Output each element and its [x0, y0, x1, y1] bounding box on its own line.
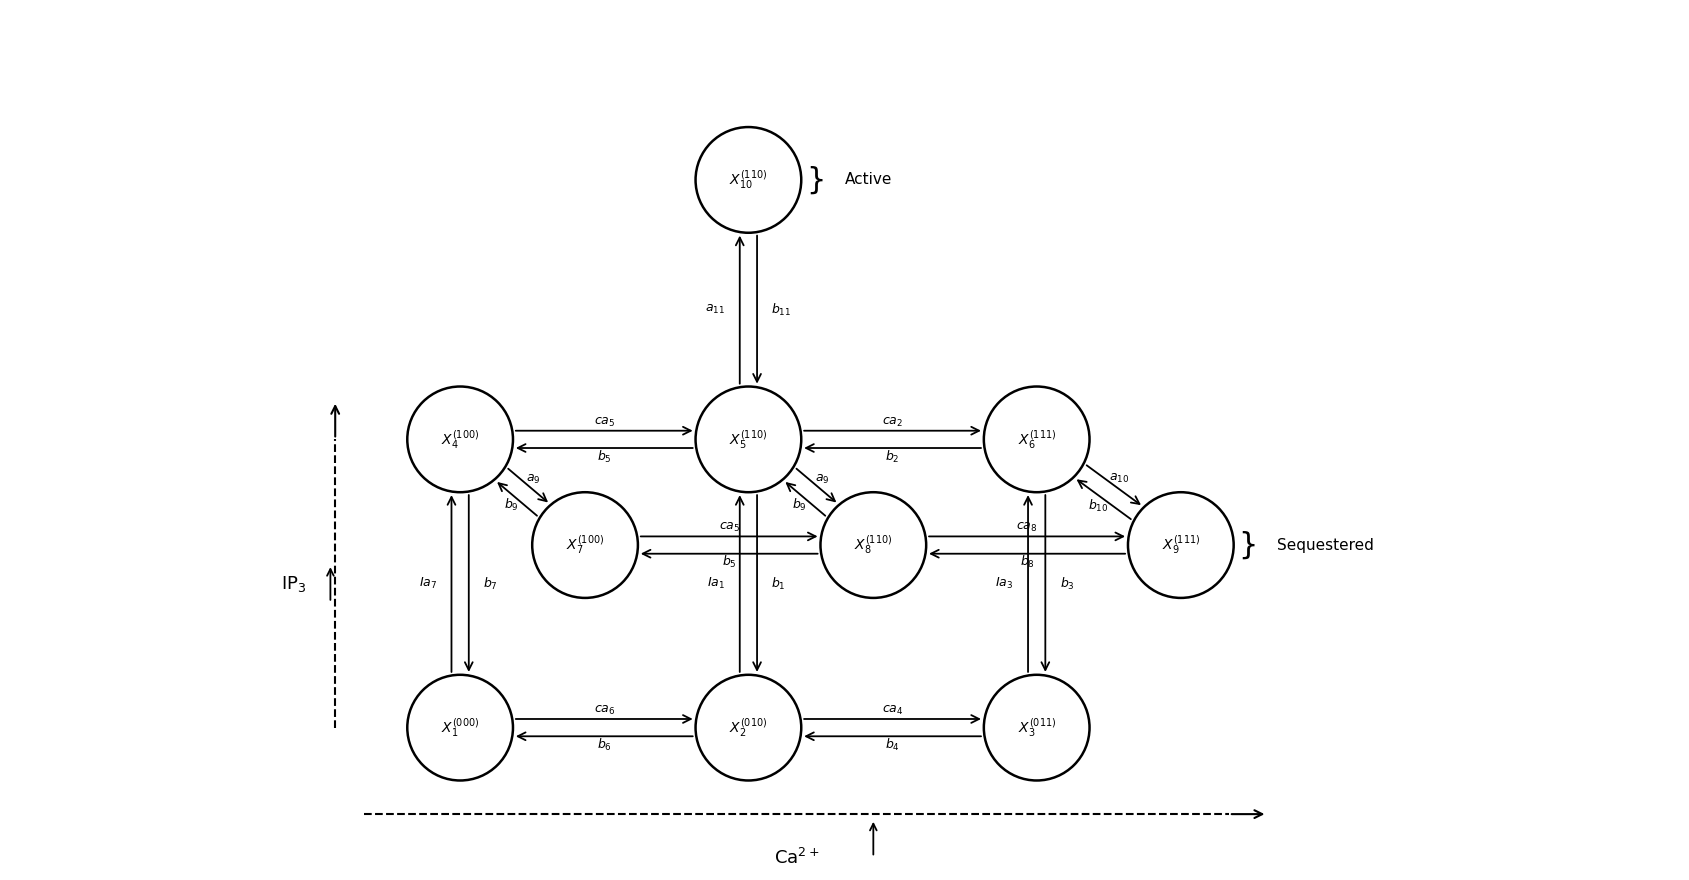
Circle shape	[407, 675, 513, 781]
Text: Sequestered: Sequestered	[1277, 538, 1373, 553]
Text: $b_5$: $b_5$	[596, 449, 611, 465]
Text: $a_{11}$: $a_{11}$	[706, 303, 725, 316]
Text: $b_{10}$: $b_{10}$	[1088, 498, 1108, 514]
Text: $X_1^{(000)}$: $X_1^{(000)}$	[441, 716, 480, 739]
Text: $b_6$: $b_6$	[596, 737, 611, 753]
Text: $X_2^{(010)}$: $X_2^{(010)}$	[730, 716, 767, 739]
Text: Active: Active	[844, 172, 892, 187]
Text: $b_3$: $b_3$	[1059, 576, 1074, 591]
Text: $b_{11}$: $b_{11}$	[772, 302, 792, 318]
Circle shape	[1128, 492, 1233, 598]
Text: $b_9$: $b_9$	[792, 497, 807, 513]
Circle shape	[983, 386, 1089, 492]
Circle shape	[983, 675, 1089, 781]
Circle shape	[696, 675, 801, 781]
Text: $X_6^{(111)}$: $X_6^{(111)}$	[1017, 429, 1056, 451]
Circle shape	[532, 492, 638, 598]
Text: $ca_2$: $ca_2$	[882, 415, 904, 429]
Text: $X_8^{(110)}$: $X_8^{(110)}$	[855, 534, 892, 556]
Text: $ca_4$: $ca_4$	[882, 704, 904, 717]
Text: IP$_3$: IP$_3$	[280, 574, 306, 593]
Text: $\}$: $\}$	[1238, 529, 1257, 561]
Circle shape	[407, 386, 513, 492]
Text: $b_4$: $b_4$	[885, 737, 900, 753]
Text: $X_4^{(100)}$: $X_4^{(100)}$	[441, 429, 480, 451]
Text: $b_8$: $b_8$	[1020, 554, 1035, 570]
Text: $Ia_7$: $Ia_7$	[419, 576, 437, 591]
Text: $\}$: $\}$	[806, 164, 824, 195]
Text: $b_2$: $b_2$	[885, 449, 900, 465]
Text: $ca_8$: $ca_8$	[1017, 521, 1037, 534]
Text: $a_9$: $a_9$	[814, 473, 829, 486]
Text: $X_3^{(011)}$: $X_3^{(011)}$	[1017, 716, 1056, 739]
Text: $b_7$: $b_7$	[483, 576, 498, 591]
Text: $a_{10}$: $a_{10}$	[1110, 472, 1130, 485]
Text: $Ia_3$: $Ia_3$	[995, 576, 1013, 591]
Circle shape	[696, 386, 801, 492]
Circle shape	[696, 127, 801, 233]
Text: $b_1$: $b_1$	[772, 576, 785, 591]
Text: $ca_5$: $ca_5$	[593, 415, 615, 429]
Text: $a_9$: $a_9$	[527, 473, 540, 486]
Text: Ca$^{2+}$: Ca$^{2+}$	[774, 847, 819, 868]
Text: $ca_5$: $ca_5$	[718, 521, 740, 534]
Text: $Ia_1$: $Ia_1$	[708, 576, 725, 591]
Text: $X_9^{(111)}$: $X_9^{(111)}$	[1162, 534, 1199, 556]
Text: $X_7^{(100)}$: $X_7^{(100)}$	[566, 534, 605, 556]
Circle shape	[821, 492, 926, 598]
Text: $X_5^{(110)}$: $X_5^{(110)}$	[730, 429, 767, 451]
Text: $b_9$: $b_9$	[503, 497, 519, 513]
Text: $ca_6$: $ca_6$	[593, 704, 615, 717]
Text: $X_{10}^{(110)}$: $X_{10}^{(110)}$	[730, 169, 767, 191]
Text: $b_5$: $b_5$	[721, 554, 736, 570]
